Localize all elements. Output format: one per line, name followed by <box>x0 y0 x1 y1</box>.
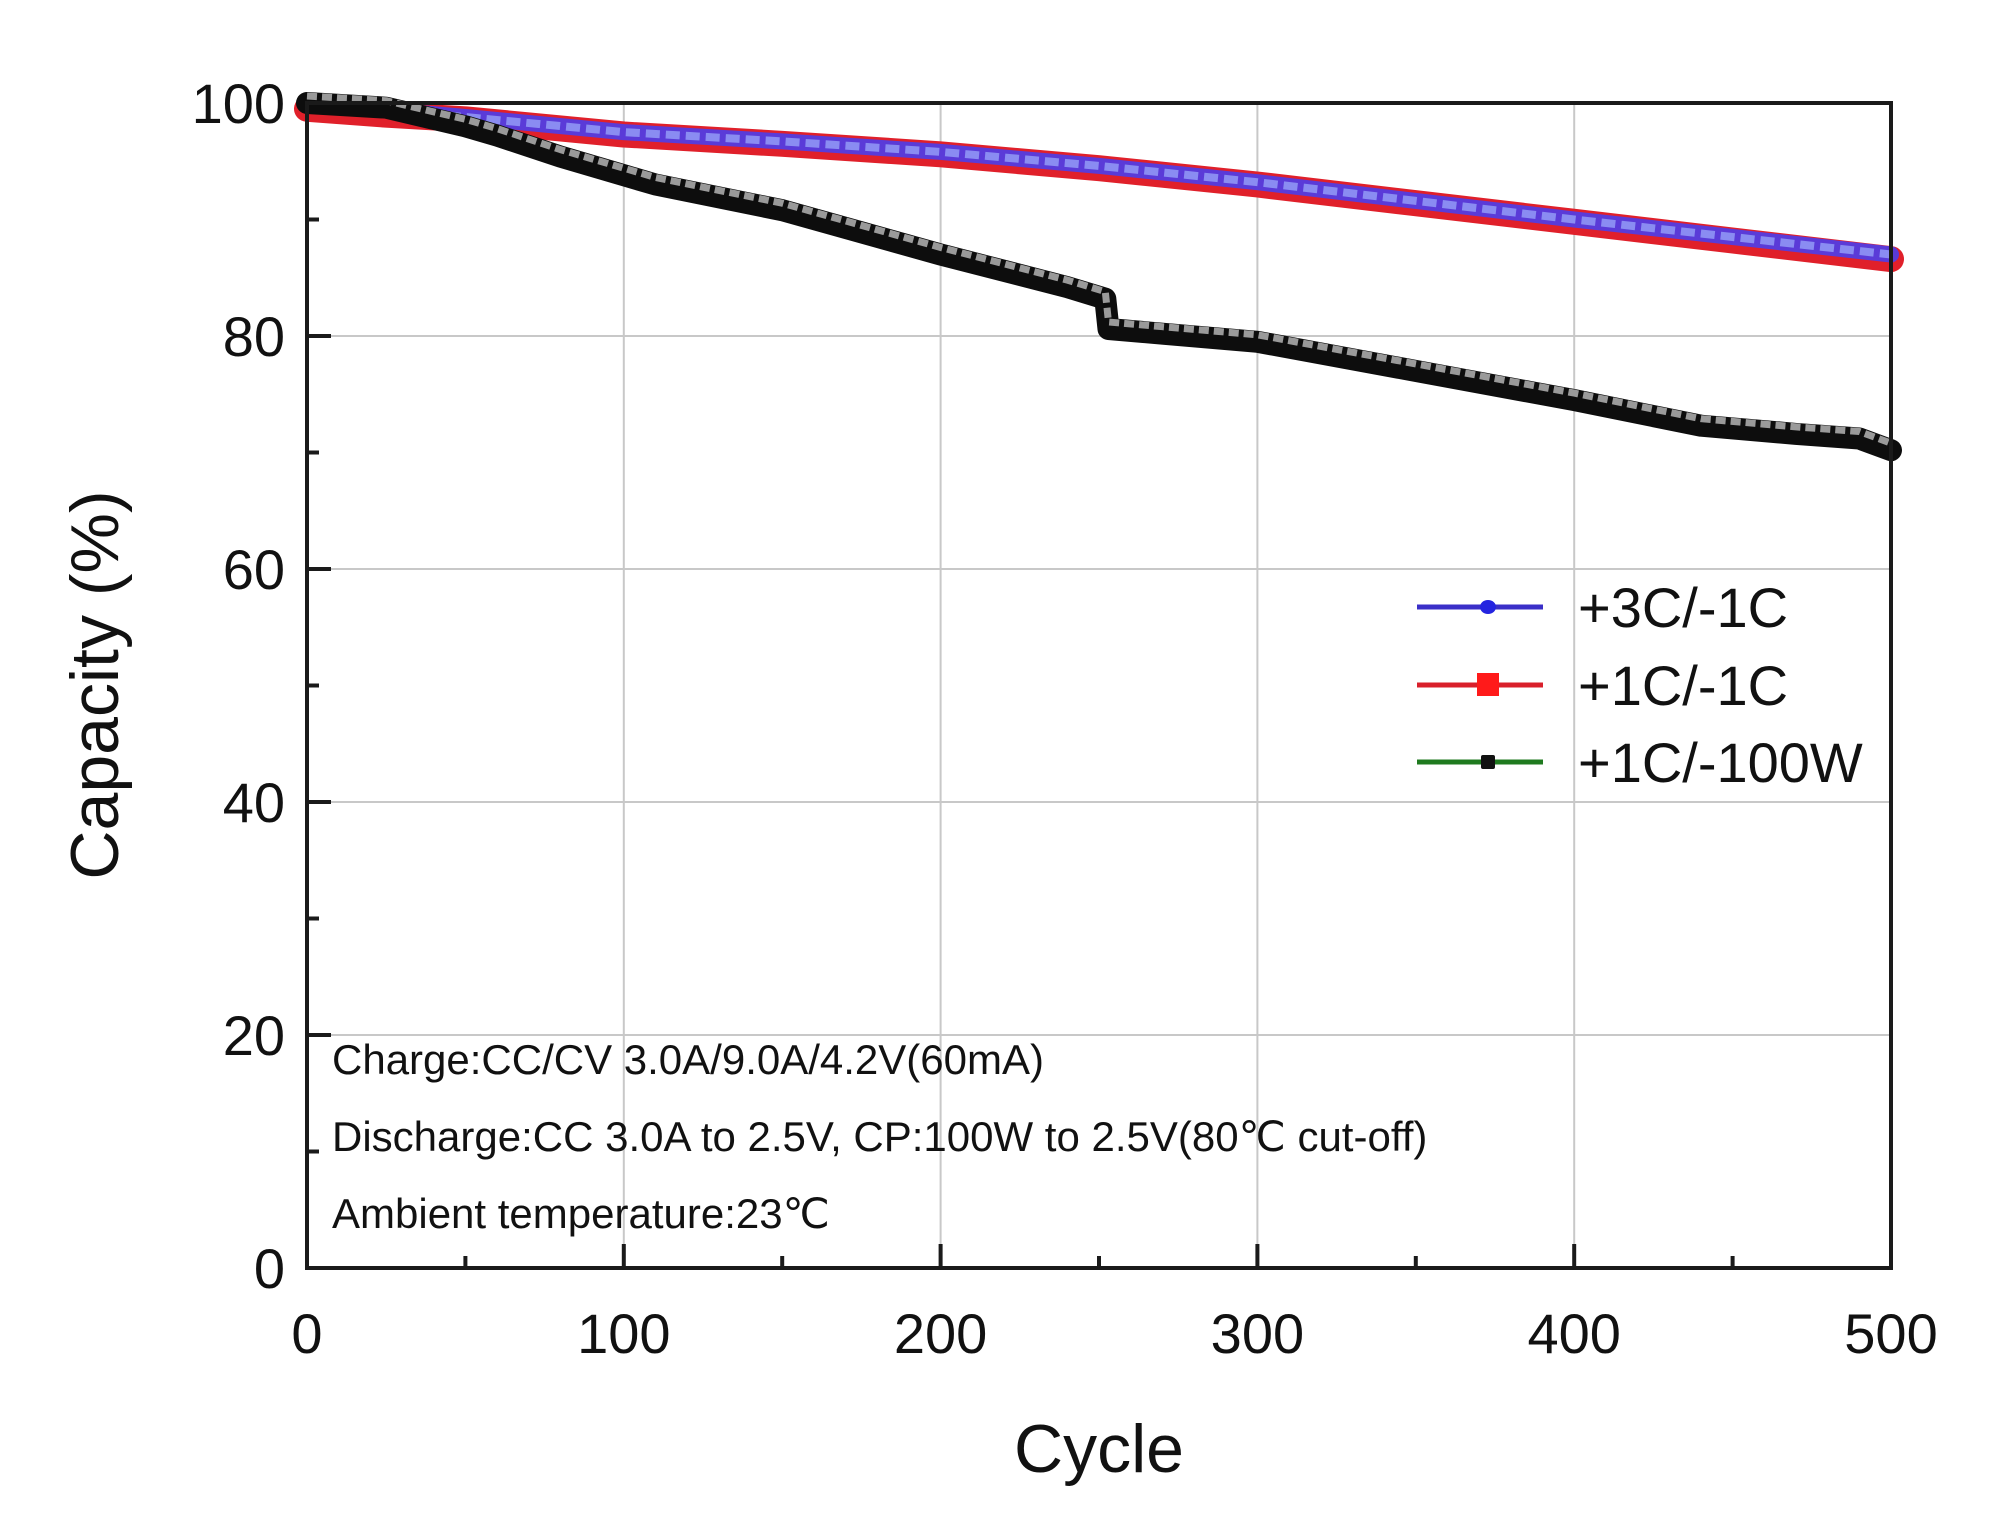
legend: +3C/-1C +1C/-1C +1C/-100W <box>1417 576 1863 794</box>
annotation-discharge: Discharge:CC 3.0A to 2.5V, CP:100W to 2.… <box>332 1113 1427 1160</box>
legend-item: +1C/-1C <box>1417 654 1788 717</box>
y-tick-label: 0 <box>254 1237 285 1300</box>
series-plus1c-minus100w <box>296 92 1902 462</box>
series-lines <box>294 92 1904 462</box>
y-tick-label: 100 <box>192 72 285 135</box>
x-tick-label: 0 <box>291 1302 322 1365</box>
legend-marker-square <box>1481 755 1495 769</box>
legend-item: +3C/-1C <box>1417 576 1788 639</box>
x-tick-label: 300 <box>1211 1302 1304 1365</box>
x-tick-label: 500 <box>1844 1302 1937 1365</box>
legend-label: +1C/-100W <box>1578 731 1863 794</box>
series-line <box>296 92 1902 462</box>
annotation-charge: Charge:CC/CV 3.0A/9.0A/4.2V(60mA) <box>332 1036 1044 1083</box>
legend-item: +1C/-100W <box>1417 731 1863 794</box>
legend-label: +3C/-1C <box>1578 576 1788 639</box>
legend-marker-square <box>1477 673 1499 696</box>
legend-marker-circle <box>1480 600 1496 614</box>
x-tick-label: 200 <box>894 1302 987 1365</box>
y-tick-label: 20 <box>223 1004 285 1067</box>
series-markers <box>306 92 1893 447</box>
tick-labels: 0 100 200 300 400 500 0 20 40 60 80 100 <box>192 72 1938 1365</box>
y-tick-label: 80 <box>223 305 285 368</box>
legend-label: +1C/-1C <box>1578 654 1788 717</box>
x-tick-label: 100 <box>577 1302 670 1365</box>
x-axis-title: Cycle <box>1014 1411 1184 1487</box>
x-tick-label: 400 <box>1527 1302 1620 1365</box>
y-tick-label: 40 <box>223 771 285 834</box>
grid-lines <box>307 103 1891 1268</box>
axis-ticks <box>305 101 1893 1270</box>
y-tick-label: 60 <box>223 538 285 601</box>
annotation-ambient: Ambient temperature:23℃ <box>332 1190 830 1237</box>
y-axis-title: Capacity (%) <box>57 490 133 879</box>
